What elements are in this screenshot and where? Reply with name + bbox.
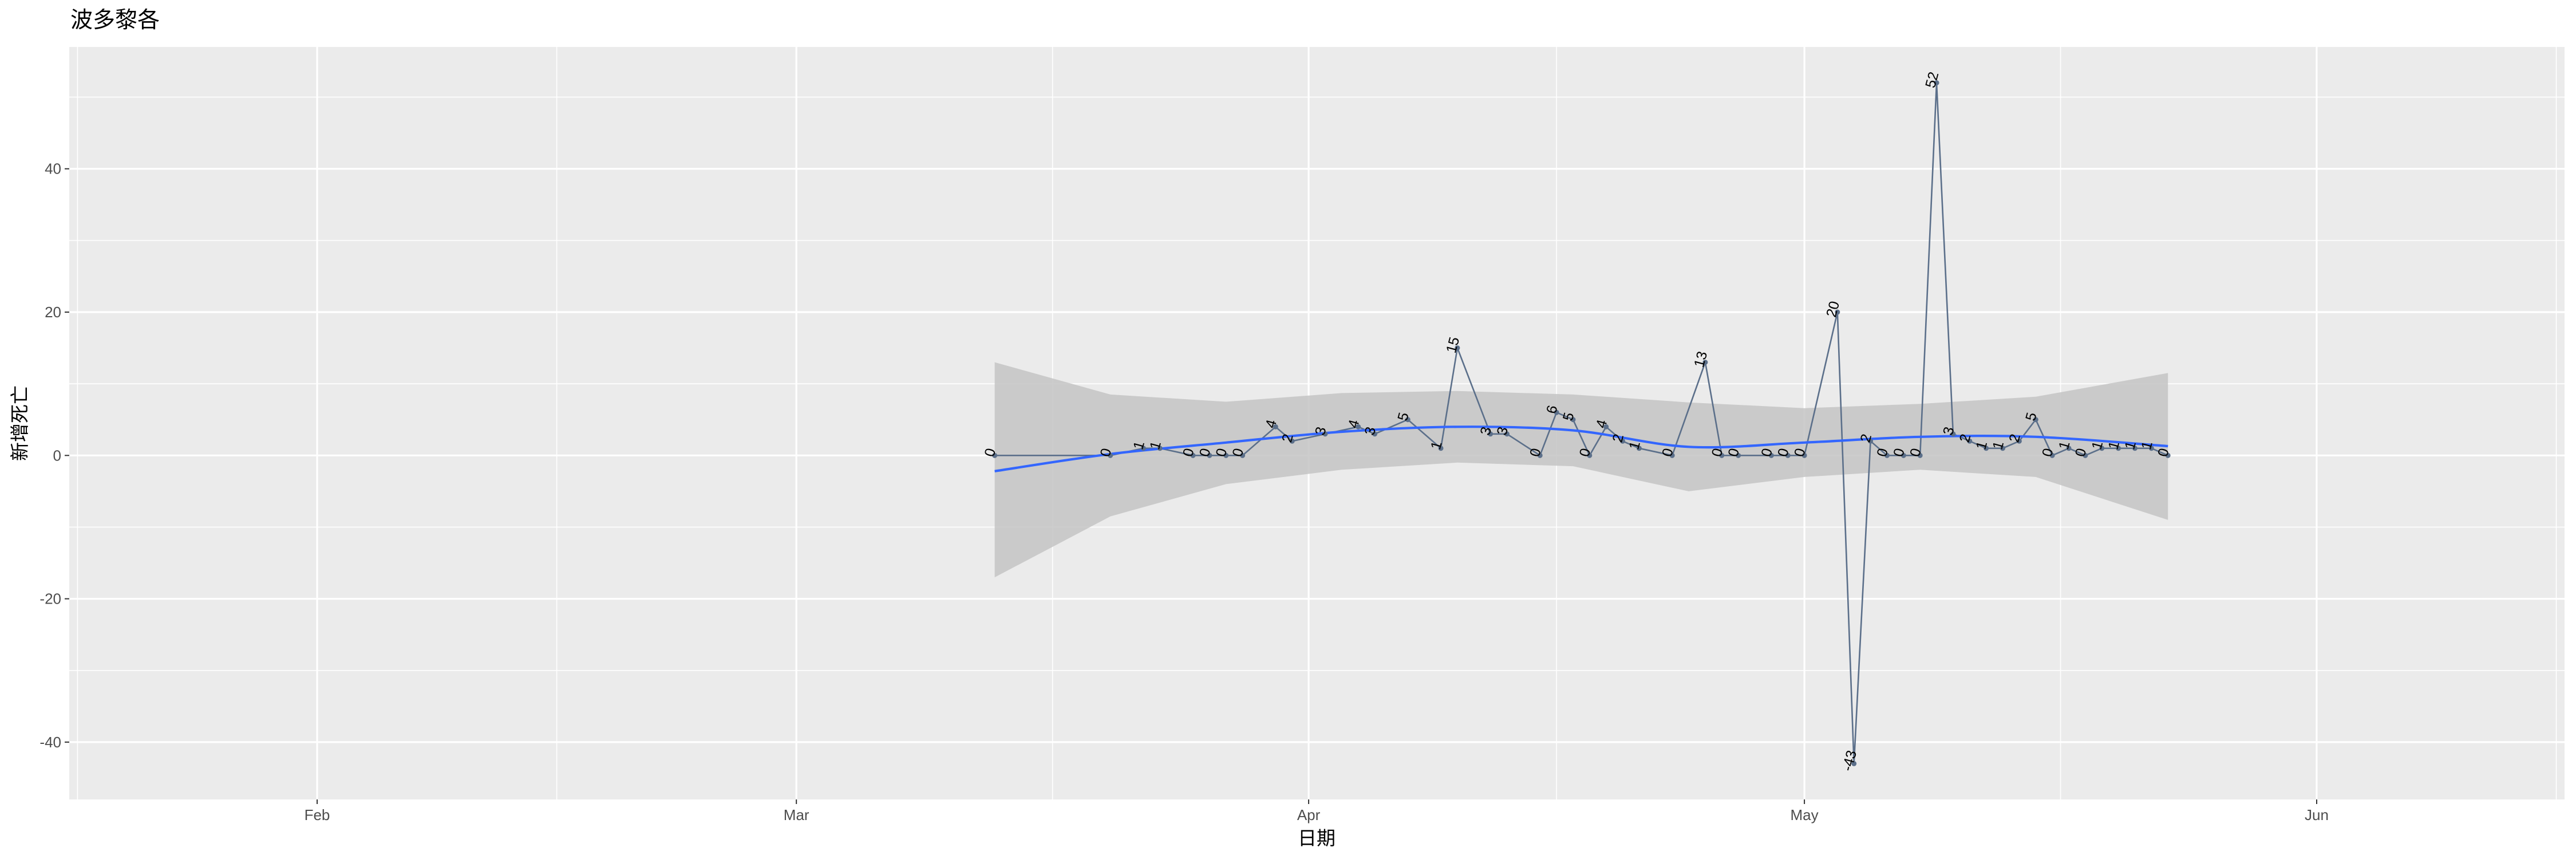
x-tick-label: Jun xyxy=(2305,806,2329,823)
data-point xyxy=(1901,452,1906,458)
data-point xyxy=(1719,452,1725,458)
data-point xyxy=(1157,446,1163,451)
y-tick-label: 40 xyxy=(45,160,61,178)
data-point xyxy=(2116,446,2121,451)
y-tick-label: -20 xyxy=(39,590,61,608)
data-point xyxy=(992,452,998,458)
x-tick-label: Feb xyxy=(305,806,330,823)
data-point xyxy=(1851,761,1857,766)
data-point xyxy=(1702,360,1708,365)
data-point xyxy=(1768,452,1774,458)
data-point xyxy=(1438,446,1444,451)
points-layer xyxy=(992,80,2171,766)
data-point xyxy=(1405,417,1411,423)
data-point xyxy=(2049,452,2055,458)
data-point xyxy=(1835,309,1840,315)
data-point xyxy=(1801,452,1807,458)
data-point xyxy=(1736,452,1741,458)
y-tick-label: -40 xyxy=(39,734,61,751)
x-tick-label: Apr xyxy=(1297,806,1321,823)
data-point xyxy=(1636,446,1642,451)
data-point xyxy=(2099,446,2105,451)
data-point xyxy=(1537,452,1543,458)
data-point xyxy=(1207,452,1212,458)
data-point xyxy=(2148,446,2154,451)
data-point xyxy=(1984,446,1989,451)
data-point xyxy=(1554,409,1559,415)
data-point xyxy=(1190,452,1196,458)
smooth-layer xyxy=(994,425,2168,472)
data-point xyxy=(1455,345,1460,351)
data-point xyxy=(1950,431,1956,437)
data-point xyxy=(2132,446,2138,451)
data-point xyxy=(1322,431,1328,437)
data-point xyxy=(2165,452,2171,458)
data-point xyxy=(1289,438,1295,444)
data-point xyxy=(1273,424,1278,430)
data-point xyxy=(1223,452,1229,458)
data-point xyxy=(1570,417,1576,423)
data-point xyxy=(2066,446,2072,451)
smooth-trend-line xyxy=(994,425,2168,472)
chart-title: 波多黎各 xyxy=(70,7,160,33)
data-point xyxy=(2033,417,2038,423)
y-tick-label: 20 xyxy=(45,304,61,321)
data-point xyxy=(2016,438,2022,444)
x-axis-title: 日期 xyxy=(1298,827,1336,849)
x-tick-label: May xyxy=(1791,806,1819,823)
data-point xyxy=(1488,431,1494,437)
data-point xyxy=(1587,452,1593,458)
data-point xyxy=(2000,446,2006,451)
ticks-layer: -40 -20 0 20 40 Feb Mar Apr May Jun xyxy=(39,160,2329,823)
data-point xyxy=(1372,431,1378,437)
data-point xyxy=(1669,452,1675,458)
x-tick-label: Mar xyxy=(784,806,809,823)
confidence-ribbon xyxy=(994,362,2168,578)
data-point xyxy=(1868,438,1874,444)
data-point xyxy=(1967,438,1973,444)
data-point xyxy=(1140,446,1146,451)
data-point xyxy=(1504,431,1510,437)
data-point xyxy=(1917,452,1923,458)
confidence-ribbon-layer xyxy=(994,362,2168,578)
y-axis-title: 新增死亡 xyxy=(9,385,31,461)
data-point xyxy=(1108,452,1113,458)
data-point xyxy=(1884,452,1890,458)
data-point xyxy=(1356,424,1361,430)
data-point xyxy=(1603,424,1609,430)
data-point xyxy=(1785,452,1791,458)
data-point xyxy=(1620,438,1626,444)
data-point xyxy=(1934,80,1939,86)
data-point xyxy=(1240,452,1246,458)
data-point xyxy=(2083,452,2088,458)
y-tick-label: 0 xyxy=(53,447,61,464)
